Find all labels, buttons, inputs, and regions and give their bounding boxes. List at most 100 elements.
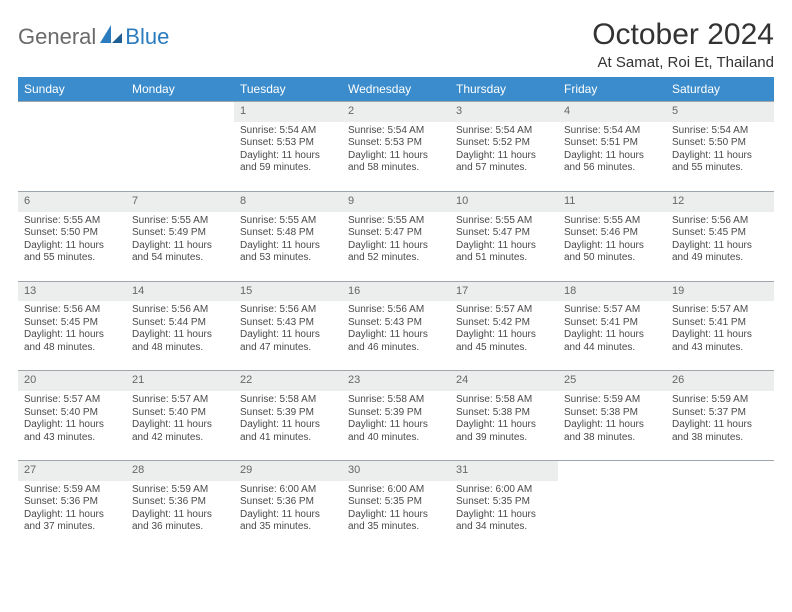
day-detail-line: Sunset: 5:35 PM (456, 496, 552, 509)
day-number-cell: 4 (558, 102, 666, 122)
day-detail-line: and 38 minutes. (564, 432, 660, 445)
day-detail-line: Daylight: 11 hours (132, 329, 228, 342)
day-detail-line: Daylight: 11 hours (348, 419, 444, 432)
day-content-cell: Sunrise: 5:54 AMSunset: 5:51 PMDaylight:… (558, 122, 666, 192)
day-detail-line: and 55 minutes. (24, 252, 120, 265)
header: General Blue October 2024 At Samat, Roi … (18, 18, 774, 71)
day-detail-line: Sunrise: 5:57 AM (564, 304, 660, 317)
day-detail-line: Sunset: 5:44 PM (132, 317, 228, 330)
day-number-row: 20212223242526 (18, 371, 774, 391)
day-detail-line: Daylight: 11 hours (672, 240, 768, 253)
day-detail-line: Sunset: 5:51 PM (564, 137, 660, 150)
day-detail-line: Sunrise: 5:55 AM (24, 215, 120, 228)
day-detail-line: Sunset: 5:39 PM (348, 407, 444, 420)
day-content-row: Sunrise: 5:55 AMSunset: 5:50 PMDaylight:… (18, 212, 774, 282)
day-content-cell: Sunrise: 5:58 AMSunset: 5:39 PMDaylight:… (234, 391, 342, 461)
weekday-header: Tuesday (234, 77, 342, 102)
day-detail-line: Sunset: 5:47 PM (348, 227, 444, 240)
day-number-cell (558, 461, 666, 481)
day-content-row: Sunrise: 5:59 AMSunset: 5:36 PMDaylight:… (18, 481, 774, 550)
brand-word2: Blue (125, 24, 169, 50)
day-detail-line: Sunset: 5:40 PM (132, 407, 228, 420)
day-number-cell: 24 (450, 371, 558, 391)
day-number-cell: 12 (666, 191, 774, 211)
day-detail-line: Sunset: 5:45 PM (672, 227, 768, 240)
day-detail-line: and 45 minutes. (456, 342, 552, 355)
location-subtitle: At Samat, Roi Et, Thailand (592, 54, 774, 71)
day-detail-line: Sunset: 5:36 PM (240, 496, 336, 509)
day-detail-line: Sunset: 5:41 PM (564, 317, 660, 330)
day-detail-line: Sunset: 5:38 PM (456, 407, 552, 420)
day-content-cell: Sunrise: 5:57 AMSunset: 5:41 PMDaylight:… (666, 301, 774, 371)
day-content-cell: Sunrise: 5:55 AMSunset: 5:49 PMDaylight:… (126, 212, 234, 282)
brand-word1: General (18, 24, 96, 50)
day-content-row: Sunrise: 5:57 AMSunset: 5:40 PMDaylight:… (18, 391, 774, 461)
day-content-cell (18, 122, 126, 192)
day-content-cell: Sunrise: 5:59 AMSunset: 5:36 PMDaylight:… (18, 481, 126, 550)
day-content-cell: Sunrise: 5:55 AMSunset: 5:47 PMDaylight:… (342, 212, 450, 282)
day-detail-line: and 40 minutes. (348, 432, 444, 445)
day-detail-line: Sunset: 5:40 PM (24, 407, 120, 420)
day-detail-line: Sunrise: 5:57 AM (24, 394, 120, 407)
day-content-cell (558, 481, 666, 550)
day-detail-line: Sunrise: 5:56 AM (348, 304, 444, 317)
day-number-cell: 27 (18, 461, 126, 481)
day-detail-line: and 59 minutes. (240, 162, 336, 175)
day-detail-line: Sunrise: 6:00 AM (240, 484, 336, 497)
day-content-cell: Sunrise: 5:59 AMSunset: 5:36 PMDaylight:… (126, 481, 234, 550)
day-detail-line: Daylight: 11 hours (24, 509, 120, 522)
day-detail-line: Daylight: 11 hours (564, 240, 660, 253)
day-detail-line: Daylight: 11 hours (456, 150, 552, 163)
day-detail-line: and 49 minutes. (672, 252, 768, 265)
day-detail-line: Sunset: 5:50 PM (24, 227, 120, 240)
day-content-cell: Sunrise: 5:57 AMSunset: 5:42 PMDaylight:… (450, 301, 558, 371)
day-detail-line: Sunrise: 5:55 AM (132, 215, 228, 228)
weekday-header: Sunday (18, 77, 126, 102)
day-content-cell: Sunrise: 5:56 AMSunset: 5:43 PMDaylight:… (234, 301, 342, 371)
day-detail-line: and 43 minutes. (24, 432, 120, 445)
day-detail-line: Sunrise: 5:55 AM (456, 215, 552, 228)
day-detail-line: and 34 minutes. (456, 521, 552, 534)
day-detail-line: Sunset: 5:50 PM (672, 137, 768, 150)
day-detail-line: Sunrise: 5:59 AM (564, 394, 660, 407)
day-number-cell: 7 (126, 191, 234, 211)
day-content-cell: Sunrise: 5:56 AMSunset: 5:44 PMDaylight:… (126, 301, 234, 371)
day-number-cell: 5 (666, 102, 774, 122)
day-content-cell: Sunrise: 5:55 AMSunset: 5:48 PMDaylight:… (234, 212, 342, 282)
day-detail-line: Sunset: 5:42 PM (456, 317, 552, 330)
day-detail-line: Daylight: 11 hours (24, 329, 120, 342)
day-detail-line: and 35 minutes. (240, 521, 336, 534)
day-detail-line: Sunset: 5:45 PM (24, 317, 120, 330)
day-number-row: 13141516171819 (18, 281, 774, 301)
day-detail-line: and 47 minutes. (240, 342, 336, 355)
day-detail-line: Sunrise: 5:56 AM (240, 304, 336, 317)
day-number-cell: 29 (234, 461, 342, 481)
day-number-cell: 28 (126, 461, 234, 481)
day-content-cell (126, 122, 234, 192)
weekday-header: Wednesday (342, 77, 450, 102)
day-number-cell: 6 (18, 191, 126, 211)
day-number-cell: 14 (126, 281, 234, 301)
day-detail-line: Sunrise: 5:59 AM (24, 484, 120, 497)
day-detail-line: Daylight: 11 hours (240, 419, 336, 432)
day-content-cell (666, 481, 774, 550)
day-detail-line: Sunrise: 5:57 AM (456, 304, 552, 317)
day-detail-line: Daylight: 11 hours (24, 240, 120, 253)
day-detail-line: Daylight: 11 hours (348, 509, 444, 522)
day-detail-line: Sunset: 5:43 PM (348, 317, 444, 330)
day-detail-line: Sunrise: 5:54 AM (348, 125, 444, 138)
day-content-cell: Sunrise: 5:54 AMSunset: 5:52 PMDaylight:… (450, 122, 558, 192)
day-detail-line: Sunrise: 5:56 AM (132, 304, 228, 317)
day-detail-line: Daylight: 11 hours (672, 150, 768, 163)
day-detail-line: Sunset: 5:35 PM (348, 496, 444, 509)
day-content-cell: Sunrise: 5:58 AMSunset: 5:39 PMDaylight:… (342, 391, 450, 461)
day-detail-line: Daylight: 11 hours (564, 150, 660, 163)
day-detail-line: Daylight: 11 hours (132, 240, 228, 253)
day-content-cell: Sunrise: 6:00 AMSunset: 5:35 PMDaylight:… (342, 481, 450, 550)
day-detail-line: Sunset: 5:53 PM (240, 137, 336, 150)
day-detail-line: Sunrise: 5:54 AM (564, 125, 660, 138)
day-number-cell: 13 (18, 281, 126, 301)
calendar-body: 12345Sunrise: 5:54 AMSunset: 5:53 PMDayl… (18, 102, 774, 550)
day-content-cell: Sunrise: 6:00 AMSunset: 5:35 PMDaylight:… (450, 481, 558, 550)
day-detail-line: Sunset: 5:36 PM (24, 496, 120, 509)
